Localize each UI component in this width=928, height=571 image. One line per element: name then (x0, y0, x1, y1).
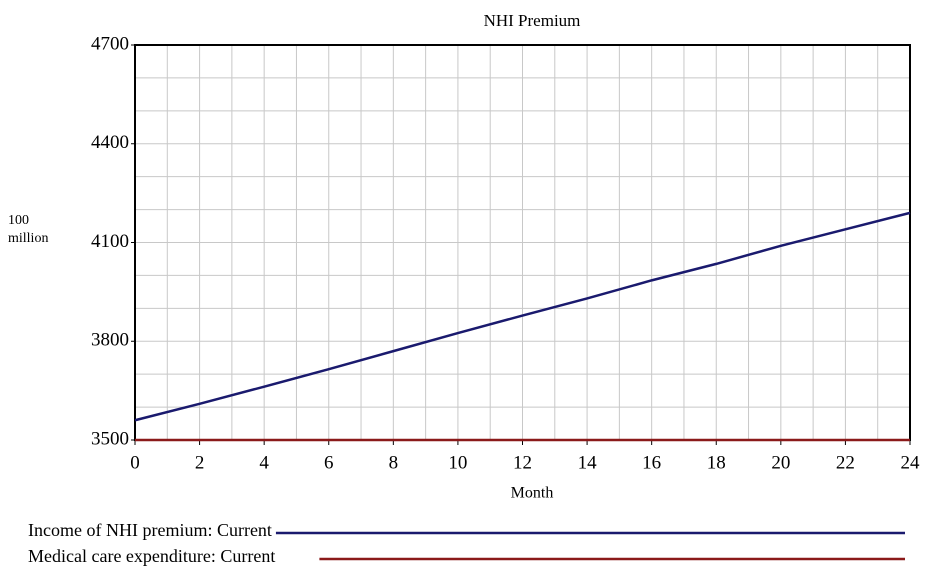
x-tick-label: 8 (389, 452, 399, 473)
x-tick-label: 4 (259, 452, 269, 473)
x-tick-label: 2 (195, 452, 205, 473)
y-tick-label: 3800 (91, 330, 129, 351)
x-tick-label: 16 (642, 452, 661, 473)
chart-title: NHI Premium (484, 11, 581, 30)
x-tick-label: 6 (324, 452, 334, 473)
y-tick-label: 4100 (91, 231, 129, 252)
x-tick-label: 18 (707, 452, 726, 473)
series-line (134, 211, 911, 422)
x-tick-label: 24 (901, 452, 921, 473)
y-tick-label: 4400 (91, 132, 129, 153)
y-tick-label: 3500 (91, 428, 129, 449)
x-tick-label: 20 (771, 452, 790, 473)
y-axis-label: 100 million (8, 213, 49, 246)
x-axis-label: Month (511, 485, 554, 502)
x-tick-label: 14 (578, 452, 598, 473)
legend-label: Medical care expenditure: Current (28, 546, 275, 566)
legend-label: Income of NHI premium: Current (28, 520, 272, 540)
x-tick-label: 22 (836, 452, 855, 473)
y-tick-label: 4700 (91, 33, 129, 54)
x-tick-label: 10 (448, 452, 467, 473)
x-tick-label: 12 (513, 452, 532, 473)
x-tick-label: 0 (130, 452, 140, 473)
